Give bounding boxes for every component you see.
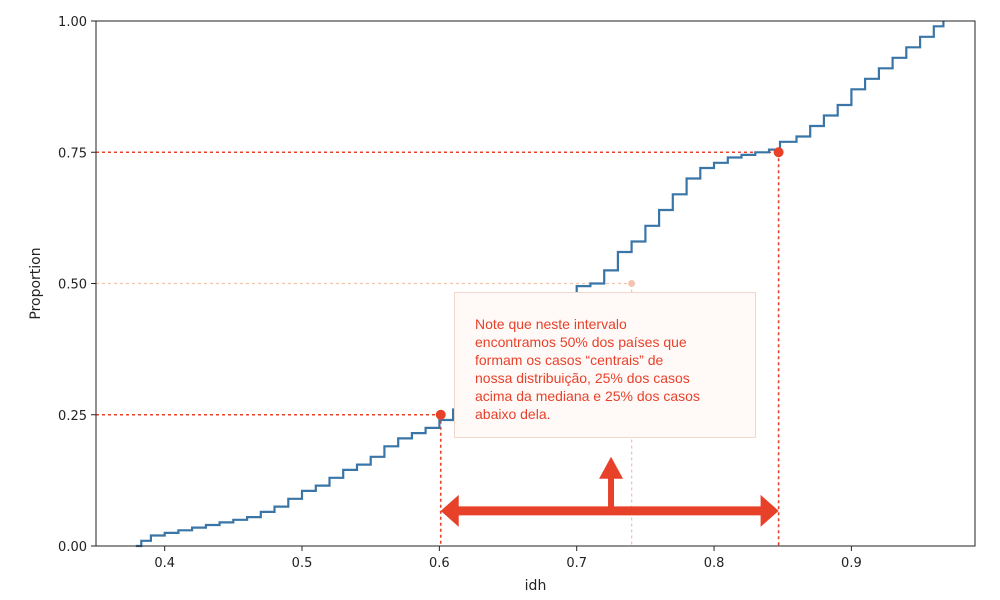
- x-tick-label: 0.9: [841, 556, 862, 571]
- interval-arrow-head-right: [760, 494, 779, 527]
- annotation-arrows: [440, 456, 779, 527]
- x-tick-label: 0.8: [704, 556, 725, 571]
- y-tick-label: 0.00: [58, 540, 87, 555]
- x-axis: 0.4 0.5 0.6 0.7 0.8 0.9: [154, 546, 862, 571]
- y-tick-label: 1.00: [58, 15, 87, 30]
- interval-arrow-head-left: [440, 494, 459, 527]
- annotation-point: [773, 147, 784, 158]
- y-tick-label: 0.50: [58, 278, 87, 293]
- annotation-points: [435, 147, 784, 420]
- x-tick-label: 0.6: [429, 556, 450, 571]
- y-axis: 0.00 0.25 0.50 0.75 1.00: [58, 15, 96, 555]
- up-arrow-head: [599, 456, 624, 479]
- y-tick-label: 0.75: [58, 146, 87, 161]
- series-line-idh-cdf: [135, 21, 945, 548]
- annotation-text: Note que neste intervalo encontramos 50%…: [475, 316, 700, 422]
- y-axis-label: Proportion: [28, 247, 44, 319]
- x-axis-label: idh: [525, 578, 547, 594]
- x-tick-label: 0.4: [154, 556, 175, 571]
- y-tick-label: 0.25: [58, 409, 87, 424]
- annotation-box: Note que neste intervalo encontramos 50%…: [454, 292, 756, 438]
- annotation-point: [628, 280, 636, 287]
- x-tick-label: 0.5: [292, 556, 313, 571]
- x-tick-label: 0.7: [566, 556, 587, 571]
- annotation-point: [435, 409, 446, 420]
